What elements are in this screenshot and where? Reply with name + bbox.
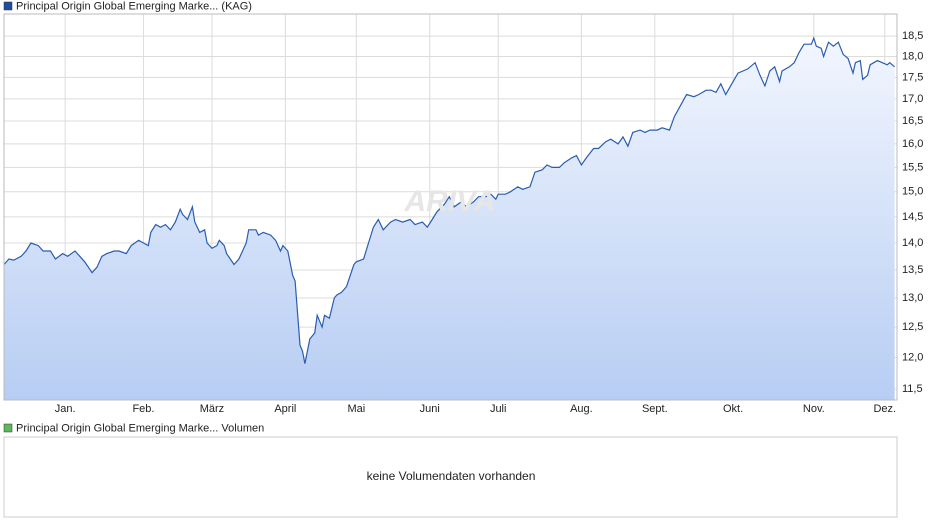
legend-label: Principal Origin Global Emerging Marke..… bbox=[16, 0, 252, 12]
y-tick-label: 15,5 bbox=[902, 161, 923, 173]
x-tick-label: Okt. bbox=[723, 403, 743, 415]
area-fill bbox=[4, 38, 895, 400]
volume-frame bbox=[3, 436, 898, 518]
x-tick-label: Feb. bbox=[132, 403, 154, 415]
x-tick-label: März bbox=[200, 403, 224, 415]
volume-legend: Principal Origin Global Emerging Marke..… bbox=[16, 422, 264, 434]
legend-marker bbox=[3, 423, 13, 433]
x-tick-label: Juli bbox=[490, 403, 507, 415]
y-tick-label: 18,0 bbox=[902, 50, 923, 62]
y-tick-label: 12,0 bbox=[902, 351, 923, 363]
x-tick-label: April bbox=[274, 403, 296, 415]
y-tick-label: 12,5 bbox=[902, 321, 923, 333]
x-tick-label: Aug. bbox=[570, 403, 593, 415]
y-tick-label: 18,5 bbox=[902, 30, 923, 42]
x-tick-label: Mai bbox=[347, 403, 365, 415]
x-tick-label: Jan. bbox=[55, 403, 76, 415]
x-tick-label: Dez. bbox=[873, 403, 896, 415]
x-tick-label: Nov. bbox=[803, 403, 825, 415]
y-tick-label: 13,0 bbox=[902, 292, 923, 304]
x-tick-label: Sept. bbox=[642, 403, 668, 415]
y-tick-label: 16,0 bbox=[902, 138, 923, 150]
no-data-message: keine Volumendaten vorhanden bbox=[367, 469, 536, 483]
y-tick-label: 16,5 bbox=[902, 115, 923, 127]
y-tick-label: 14,0 bbox=[902, 237, 923, 249]
y-tick-label: 13,5 bbox=[902, 264, 923, 276]
y-tick-label: 14,5 bbox=[902, 211, 923, 223]
plot-frame bbox=[3, 13, 898, 401]
x-tick-label: Juni bbox=[420, 403, 440, 415]
y-tick-label: 17,0 bbox=[902, 93, 923, 105]
legend-marker bbox=[3, 1, 13, 11]
price-line bbox=[3, 36, 895, 364]
y-tick-label: 15,0 bbox=[902, 186, 923, 198]
y-tick-label: 17,5 bbox=[902, 71, 923, 83]
y-tick-label: 11,5 bbox=[902, 383, 923, 395]
watermark: ARIVA bbox=[403, 185, 495, 218]
